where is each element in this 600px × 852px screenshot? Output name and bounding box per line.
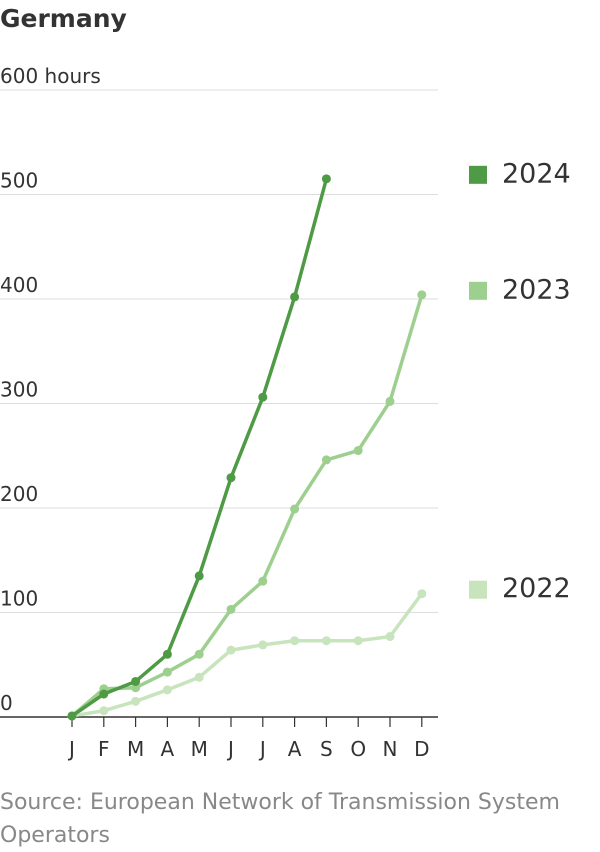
data-point [131,676,141,686]
x-tick-label: J [258,737,266,761]
legend-label: 2024 [502,158,571,189]
chart-title: Germany [0,4,127,33]
data-point [353,636,363,646]
x-tick-label: A [288,737,302,761]
y-tick-label: 100 [0,587,38,611]
series-line [71,592,424,718]
data-point [353,446,363,456]
legend-swatch [469,580,487,599]
data-point [131,683,141,693]
series-line [71,178,329,718]
data-point [194,571,204,581]
legend-label: 2023 [502,274,571,305]
data-point [290,504,300,514]
data-point [258,392,268,402]
y-tick-label: 200 [0,482,38,506]
y-tick-label: 400 [0,273,38,297]
x-tick-label: M [127,737,144,761]
x-tick-label: A [161,737,175,761]
data-point [321,636,331,646]
x-tick-label: D [414,737,429,761]
x-tick-label: J [67,737,75,761]
data-point [321,174,331,184]
data-point [321,455,331,465]
legend-swatch [469,281,487,300]
x-tick-label: N [383,737,398,761]
x-tick-label: O [350,737,366,761]
data-point [67,711,77,721]
x-tick-label: J [226,737,234,761]
y-tick-label: 600 hours [0,64,101,88]
x-tick-label: F [98,737,110,761]
legend-swatch [469,165,487,184]
data-point [226,473,236,483]
x-tick-label: S [320,737,333,761]
data-point [385,632,395,642]
x-tick-label: M [191,737,208,761]
data-point [194,649,204,659]
data-point [417,589,427,599]
series-line [70,294,424,718]
data-point [385,396,395,406]
data-point [99,706,109,716]
y-tick-label: 0 [0,691,13,715]
data-point [99,689,109,699]
data-point [258,640,268,650]
data-point [290,292,300,302]
y-tick-label: 300 [0,378,38,402]
data-point [131,696,141,706]
data-point [194,672,204,682]
data-point [417,290,427,300]
data-point [162,667,172,677]
data-point [226,645,236,655]
data-point [258,576,268,586]
y-tick-label: 500 [0,169,38,193]
legend-label: 2022 [502,573,571,604]
source-note: Source: European Network of Transmission… [0,790,560,848]
data-point [162,649,172,659]
data-point [290,636,300,646]
data-point [162,685,172,695]
data-point [226,604,236,614]
